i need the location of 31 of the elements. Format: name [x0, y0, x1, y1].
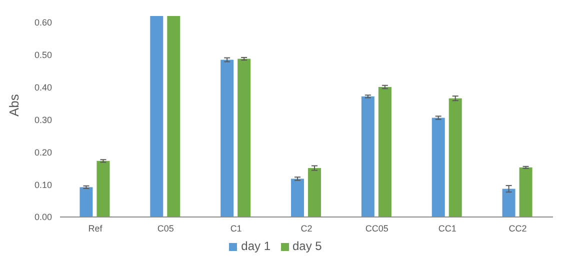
x-tick-label: Ref — [88, 223, 103, 234]
bar — [220, 60, 234, 217]
y-tick-label: 0.60 — [34, 18, 52, 28]
x-tick-label: C05 — [157, 223, 174, 234]
x-tick-label: C1 — [230, 223, 242, 234]
bar — [361, 96, 374, 217]
bar — [519, 167, 532, 217]
legend-label: day 1 — [241, 239, 270, 253]
bar — [448, 98, 462, 217]
bar — [167, 16, 180, 217]
legend-label: day 5 — [292, 239, 322, 253]
bar — [150, 16, 164, 217]
bar — [80, 187, 93, 217]
x-tick-label: CC05 — [365, 223, 388, 234]
y-tick-label: 0.20 — [34, 147, 52, 158]
bar — [432, 118, 445, 217]
bar — [238, 58, 251, 217]
x-tick-label: CC1 — [438, 223, 456, 234]
bar — [308, 168, 322, 217]
bar — [291, 178, 304, 217]
y-tick-label: 0.50 — [34, 50, 52, 60]
x-tick-label: CC2 — [508, 223, 527, 234]
bar — [502, 188, 516, 217]
x-tick-label: C2 — [300, 223, 312, 234]
y-axis-title: Abs — [6, 94, 22, 116]
y-tick-label: 0.40 — [34, 82, 52, 93]
y-tick-label: 0.00 — [34, 212, 52, 222]
bar — [378, 87, 392, 217]
y-tick-label: 0.30 — [34, 114, 52, 125]
bar — [96, 160, 110, 217]
y-tick-label: 0.10 — [34, 180, 52, 190]
